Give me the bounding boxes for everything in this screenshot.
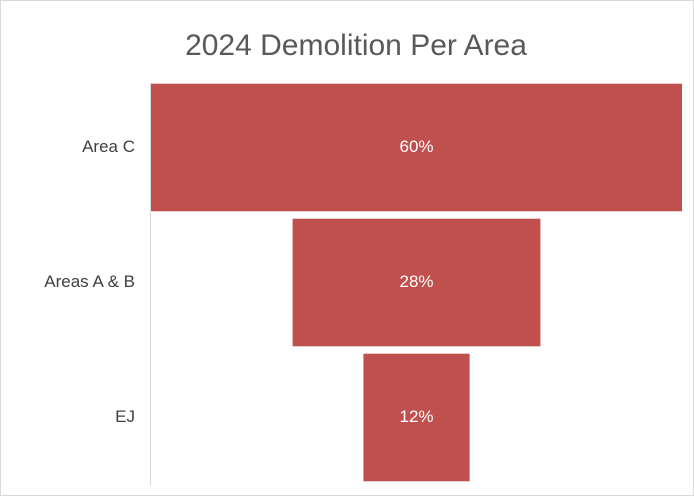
funnel-bar: [292, 218, 541, 347]
category-label: Area C: [82, 137, 135, 156]
funnel-bar: [151, 83, 682, 212]
category-label: EJ: [115, 407, 135, 426]
category-label: Areas A & B: [44, 272, 135, 291]
data-label: 28%: [399, 272, 433, 291]
funnel-bar: [363, 353, 470, 482]
data-label: 60%: [399, 137, 433, 156]
chart-title: 2024 Demolition Per Area: [185, 29, 527, 62]
data-label: 12%: [399, 407, 433, 426]
